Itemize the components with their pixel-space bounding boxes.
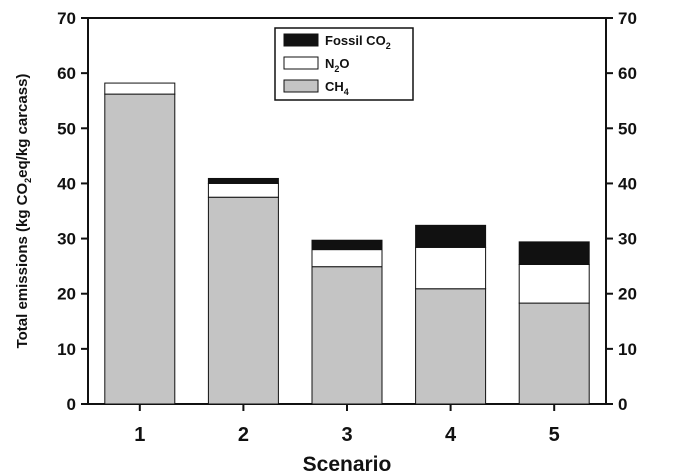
bar-segment-ch4-scenario-4: [415, 288, 487, 405]
y-tick-label-right-20: 20: [618, 285, 637, 304]
y-tick-label-left-10: 10: [57, 340, 76, 359]
x-tick-label-5: 5: [549, 424, 560, 446]
bar-segment-n2o-scenario-4: [415, 246, 487, 290]
x-tick-label-1: 1: [134, 424, 145, 446]
legend-swatch-fossil-co2: [283, 33, 319, 47]
y-tick-label-left-60: 60: [57, 64, 76, 83]
bar-segment-fossil-co2-scenario-3: [311, 239, 383, 251]
y-tick-label-right-40: 40: [618, 174, 637, 193]
x-axis-title: Scenario: [303, 453, 392, 476]
bar-segment-ch4-scenario-5: [518, 302, 590, 405]
y-tick-label-right-30: 30: [618, 230, 637, 249]
bar-series-group: [104, 82, 590, 405]
y-tick-label-right-60: 60: [618, 64, 637, 83]
y-tick-label-left-30: 30: [57, 230, 76, 249]
x-tick-label-4: 4: [445, 424, 457, 446]
y-tick-label-right-0: 0: [618, 395, 627, 414]
legend-label-ch4: CH4: [325, 79, 349, 97]
y-tick-label-left-70: 70: [57, 9, 76, 28]
bar-segment-ch4-scenario-1: [104, 93, 176, 405]
bar-segment-ch4-scenario-3: [311, 266, 383, 405]
y-axis-title: Total emissions (kg CO2eq/kg carcass): [14, 74, 33, 349]
y-tick-label-right-50: 50: [618, 119, 637, 138]
bar-segment-n2o-scenario-3: [311, 249, 383, 268]
legend-swatch-ch4: [283, 79, 319, 93]
bar-segment-fossil-co2-scenario-5: [518, 241, 590, 265]
x-tick-label-3: 3: [341, 424, 352, 446]
y-tick-label-right-10: 10: [618, 340, 637, 359]
bar-segment-fossil-co2-scenario-4: [415, 224, 487, 248]
axes-group: 0 0 10 10 20 20 30 30 40 40 50 50 60 60 70 70 1 2 3 4 5: [57, 9, 637, 446]
bar-segment-n2o-scenario-1: [104, 82, 176, 95]
x-tick-label-2: 2: [238, 424, 249, 446]
y-tick-label-right-70: 70: [618, 9, 637, 28]
legend-swatch-n2o: [283, 56, 319, 70]
y-tick-label-left-0: 0: [67, 395, 76, 414]
y-tick-label-left-50: 50: [57, 119, 76, 138]
legend-label-n2o: N2O: [325, 56, 350, 74]
bar-segment-fossil-co2-scenario-2: [207, 177, 279, 184]
legend: Fossil CO2 N2O CH4: [274, 27, 414, 101]
y-tick-label-left-20: 20: [57, 285, 76, 304]
bar-segment-ch4-scenario-2: [207, 196, 279, 405]
bar-segment-n2o-scenario-5: [518, 263, 590, 304]
bar-segment-n2o-scenario-2: [207, 182, 279, 198]
legend-label-fossil-co2: Fossil CO2: [325, 33, 391, 51]
y-tick-label-left-40: 40: [57, 174, 76, 193]
